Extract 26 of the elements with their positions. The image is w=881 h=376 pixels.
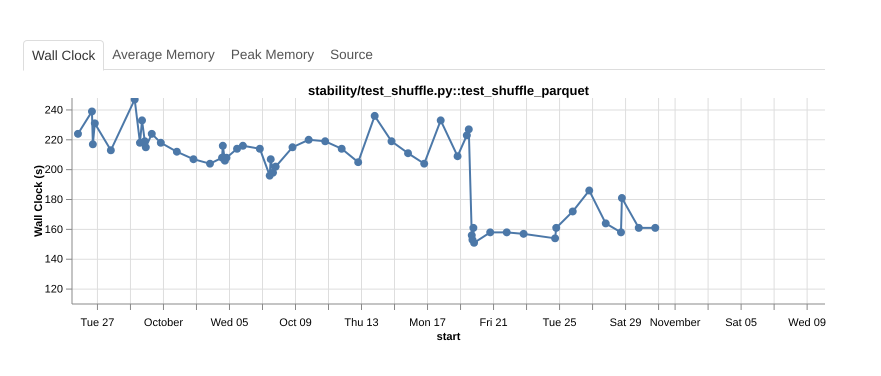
x-tick-label: November bbox=[650, 317, 701, 330]
tab[interactable]: Wall Clock bbox=[23, 40, 104, 71]
chart-title: stability/test_shuffle.py::test_shuffle_parquet bbox=[308, 83, 590, 98]
x-tick-label: Wed 09 bbox=[788, 317, 826, 330]
x-tick-label: Mon 17 bbox=[409, 317, 446, 330]
y-tick-label: 180 bbox=[44, 194, 63, 206]
x-tick-label: Wed 05 bbox=[210, 317, 248, 330]
y-tick-label: 220 bbox=[44, 134, 63, 146]
y-tick-label: 140 bbox=[44, 254, 63, 266]
y-axis-title: Wall Clock (s) bbox=[33, 164, 45, 237]
tab[interactable]: Source bbox=[322, 40, 381, 69]
x-axis-title: start bbox=[436, 331, 461, 343]
x-tick-label: October bbox=[144, 317, 184, 330]
x-tick-label: Sat 05 bbox=[725, 317, 758, 330]
y-tick-label: 120 bbox=[44, 284, 63, 296]
x-tick-label: Fri 21 bbox=[479, 317, 508, 330]
x-tick-label: Sat 29 bbox=[610, 317, 642, 330]
tab[interactable]: Peak Memory bbox=[222, 40, 322, 69]
y-tick-label: 160 bbox=[44, 224, 63, 236]
x-tick-label: Thu 13 bbox=[344, 317, 379, 330]
tab[interactable]: Average Memory bbox=[104, 40, 223, 69]
x-tick-label: Tue 27 bbox=[80, 317, 114, 330]
x-tick-label: Oct 09 bbox=[279, 317, 312, 330]
x-tick-label: Tue 25 bbox=[542, 317, 576, 330]
y-tick-label: 240 bbox=[44, 104, 63, 116]
y-tick-label: 200 bbox=[44, 164, 63, 176]
